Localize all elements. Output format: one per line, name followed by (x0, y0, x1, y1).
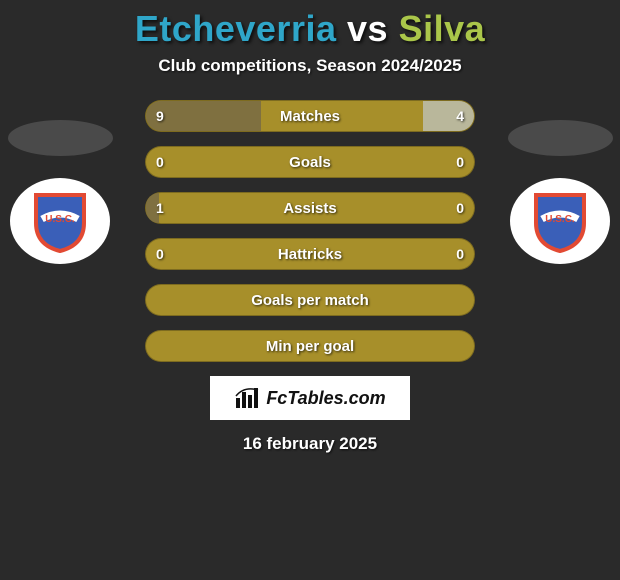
stat-value-right: 0 (456, 246, 464, 262)
stat-row-min-per-goal: Min per goal (145, 330, 475, 362)
title-player-left: Etcheverria (135, 8, 337, 49)
stat-row-assists: 1 0 Assists (145, 192, 475, 224)
stat-label: Matches (280, 108, 340, 125)
brand-text: FcTables.com (266, 388, 385, 409)
date: 16 february 2025 (0, 434, 620, 454)
stat-value-right: 4 (456, 108, 464, 124)
brand-logo: FcTables.com (210, 376, 410, 420)
stat-value-left: 9 (156, 108, 164, 124)
stat-label: Goals (289, 154, 331, 171)
stat-label: Assists (283, 200, 336, 217)
shield-icon: U.S.C. (532, 189, 588, 253)
avatar-left: U.S.C. (0, 120, 120, 264)
stat-row-goals-per-match: Goals per match (145, 284, 475, 316)
club-badge-right: U.S.C. (510, 178, 610, 264)
stat-value-left: 0 (156, 154, 164, 170)
title-vs: vs (347, 8, 388, 49)
subtitle: Club competitions, Season 2024/2025 (0, 56, 620, 76)
stat-value-left: 1 (156, 200, 164, 216)
stat-label: Min per goal (266, 338, 354, 355)
stats-block: 9 4 Matches 0 0 Goals 1 0 Assists 0 0 Hattricks Goal… (145, 100, 475, 362)
bar-right (423, 101, 474, 131)
page-title: Etcheverria vs Silva (0, 0, 620, 50)
stat-label: Goals per match (251, 292, 369, 309)
shield-icon: U.S.C. (32, 189, 88, 253)
stat-value-right: 0 (456, 154, 464, 170)
stat-label: Hattricks (278, 246, 342, 263)
stat-row-matches: 9 4 Matches (145, 100, 475, 132)
stat-value-left: 0 (156, 246, 164, 262)
club-badge-left: U.S.C. (10, 178, 110, 264)
avatar-right: U.S.C. (500, 120, 620, 264)
bar-chart-icon (234, 386, 262, 410)
avatar-placeholder-icon (8, 120, 113, 156)
title-player-right: Silva (399, 8, 486, 49)
shield-text: U.S.C. (545, 214, 575, 225)
stat-value-right: 0 (456, 200, 464, 216)
shield-text: U.S.C. (45, 214, 75, 225)
stat-row-goals: 0 0 Goals (145, 146, 475, 178)
avatar-placeholder-icon (508, 120, 613, 156)
stat-row-hattricks: 0 0 Hattricks (145, 238, 475, 270)
